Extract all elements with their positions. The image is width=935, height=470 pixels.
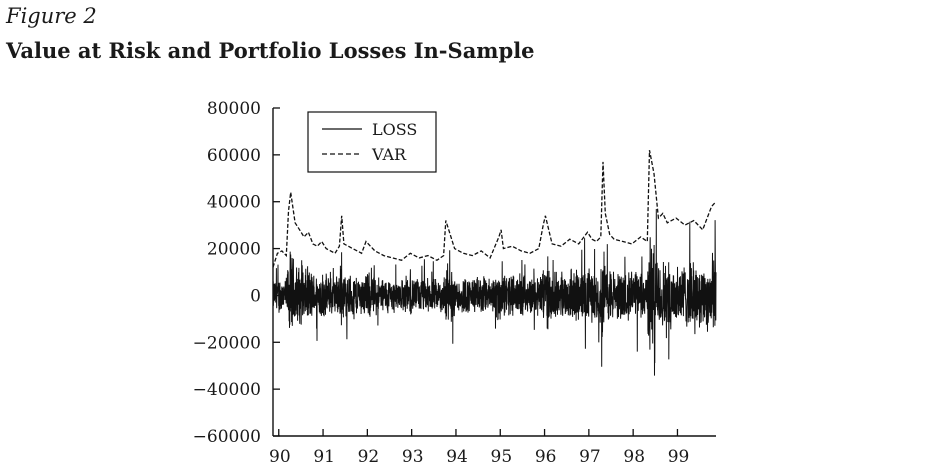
legend-box (307, 111, 437, 173)
x-tick-label: 94 (446, 447, 468, 467)
y-tick-label: 40000 (207, 193, 261, 213)
var-line (272, 150, 717, 268)
y-tick-label: −20000 (193, 333, 261, 353)
legend-var-label: VAR (371, 145, 407, 164)
y-tick-label: 60000 (207, 146, 261, 166)
y-tick-label: 20000 (207, 240, 261, 260)
y-tick-label: −40000 (193, 380, 261, 400)
legend: LOSS VAR (307, 111, 437, 173)
x-tick-label: 96 (535, 447, 557, 467)
x-tick-label: 93 (402, 447, 424, 467)
legend-loss-label: LOSS (372, 120, 417, 139)
y-tick-label: 0 (250, 286, 261, 306)
plot-frame (272, 108, 716, 437)
loss-line (272, 208, 717, 376)
x-tick-label: 95 (491, 447, 513, 467)
figure-title: Value at Risk and Portfolio Losses In-Sa… (6, 38, 535, 63)
x-tick-label: 92 (358, 447, 380, 467)
x-tick-label: 97 (579, 447, 601, 467)
x-tick-label: 99 (668, 447, 690, 467)
y-tick-label: 80000 (207, 99, 261, 119)
var-series (272, 150, 717, 268)
x-tick-label: 91 (313, 447, 335, 467)
x-tick-label: 90 (269, 447, 291, 467)
x-axis: 90 91 92 93 94 95 96 97 98 99 (269, 429, 689, 467)
loss-series (272, 208, 717, 376)
figure-label: Figure 2 (6, 4, 97, 28)
y-tick-label: −60000 (193, 427, 261, 447)
x-tick-label: 98 (623, 447, 645, 467)
y-axis: 80000 60000 40000 20000 0 −20000 −40000 −60000 (193, 99, 280, 447)
